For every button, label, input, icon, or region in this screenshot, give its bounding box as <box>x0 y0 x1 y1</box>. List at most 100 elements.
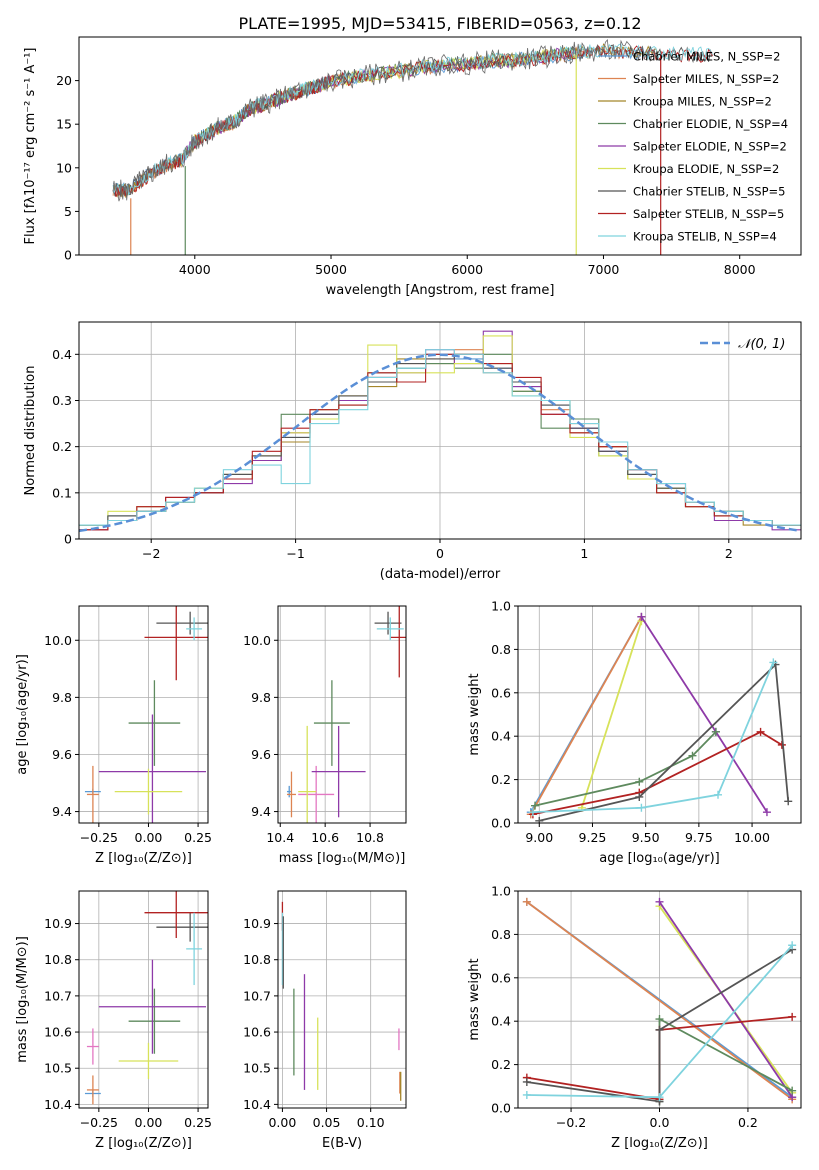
model-spectrum-line <box>180 47 577 164</box>
y-tick-label: 10.6 <box>243 1025 271 1040</box>
x-tick-label: 0.00 <box>135 1115 163 1130</box>
x-tick-label: 9.25 <box>579 830 607 845</box>
weight-marker <box>635 777 644 786</box>
y-tick-label: 0.6 <box>491 970 511 985</box>
x-tick-label: 0.0 <box>650 1115 670 1130</box>
legend-label: Chabrier STELIB, N_SSP=5 <box>633 185 785 199</box>
legend: Chabrier MILES, N_SSP=2 Salpeter MILES, N… <box>598 50 788 244</box>
y-tick-label: 0.0 <box>491 1101 511 1116</box>
x-tick-label: 2 <box>725 546 733 561</box>
x-tick-label: 9.75 <box>685 830 713 845</box>
x-axis-label: E(B-V) <box>322 1136 362 1151</box>
plot-area <box>526 612 793 823</box>
model-spectrum-line <box>180 45 577 164</box>
y-tick-label: 0.2 <box>491 772 511 787</box>
weight-marker <box>655 1093 664 1102</box>
weight-marker <box>528 808 537 817</box>
x-tick-label: 4000 <box>179 262 211 277</box>
observed-spectrum-line <box>112 38 659 202</box>
y-tick-label: 0.1 <box>52 485 72 500</box>
x-axis-label: (data-model)/error <box>380 567 501 582</box>
y-tick-label: 1.0 <box>491 884 511 899</box>
plot-area <box>84 606 208 823</box>
legend-label: Salpeter MILES, N_SSP=2 <box>633 72 779 86</box>
y-tick-label: 0.4 <box>491 729 511 744</box>
x-tick-label: 0 <box>436 546 444 561</box>
legend-label: Salpeter ELODIE, N_SSP=2 <box>633 140 787 154</box>
x-axis-label: Z [log₁₀(Z/Z⊙)] <box>95 851 192 866</box>
axes-frame <box>78 890 209 1109</box>
panel-z-age: −0.25 0.00 0.25 9.4 9.6 9.8 10.0 Z [log₁₀(Z/Z⊙)… <box>15 605 212 866</box>
y-tick-label: 10 <box>56 160 72 175</box>
x-tick-label: 0.25 <box>184 1115 212 1130</box>
legend-label: Kroupa MILES, N_SSP=2 <box>633 95 772 109</box>
weight-marker <box>522 1090 531 1099</box>
legend-label: Chabrier MILES, N_SSP=2 <box>633 50 780 64</box>
x-tick-label: −0.25 <box>80 830 118 845</box>
weight-marker <box>788 1086 797 1095</box>
x-tick-label: 0.00 <box>135 830 163 845</box>
weight-marker <box>522 897 531 906</box>
legend-label: Chabrier ELODIE, N_SSP=4 <box>633 117 788 131</box>
legend: 𝒩(0, 1) <box>700 337 785 352</box>
x-tick-label: −1 <box>286 546 304 561</box>
weight-line <box>526 948 793 1103</box>
plot-area <box>286 606 406 823</box>
y-axis-label: age [log₁₀(age/yr)] <box>15 654 30 775</box>
y-tick-label: 20 <box>56 73 72 88</box>
y-tick-label: 0.6 <box>491 685 511 700</box>
plot-area <box>79 330 801 533</box>
y-axis-label: mass weight <box>467 673 482 755</box>
legend-label: Salpeter STELIB, N_SSP=5 <box>633 207 784 221</box>
weight-marker <box>655 1025 664 1034</box>
x-tick-label: 10.00 <box>734 830 770 845</box>
weight-line <box>534 731 717 807</box>
y-tick-label: 10.8 <box>243 952 271 967</box>
plot-area <box>522 897 797 1106</box>
weight-marker <box>635 792 644 801</box>
y-tick-label: 0.8 <box>491 642 511 657</box>
weight-line <box>532 730 783 816</box>
y-tick-label: 10.9 <box>243 916 271 931</box>
x-tick-label: −0.2 <box>556 1115 586 1130</box>
x-tick-label: 0.25 <box>184 830 212 845</box>
y-tick-label: 0.4 <box>52 347 72 362</box>
panel-mass-age: 10.4 10.6 10.8 9.4 9.6 9.8 10.0 mass [log₁₀(M/M… <box>243 605 407 866</box>
y-tick-label: 10.0 <box>44 633 72 648</box>
y-axis-label: mass weight <box>467 958 482 1040</box>
y-axis-label: Flux [fλ10⁻¹⁷ erg cm⁻² s⁻¹ A⁻¹] <box>23 48 38 245</box>
y-tick-label: 9.8 <box>52 690 72 705</box>
y-tick-label: 9.8 <box>251 690 271 705</box>
plot-area <box>84 891 208 1105</box>
y-tick-label: 10.7 <box>243 988 271 1003</box>
x-tick-label: 6000 <box>451 262 483 277</box>
x-axis-label: Z [log₁₀(Z/Z⊙)] <box>95 1136 192 1151</box>
weight-marker <box>756 727 765 736</box>
x-tick-label: 10.8 <box>356 830 384 845</box>
weight-line <box>658 901 793 1098</box>
x-tick-label: 5000 <box>315 262 347 277</box>
plot-area <box>281 901 402 1101</box>
panel-residuals: 𝒩(0, 1) −2 −1 0 1 2 0 0.1 0.2 0.3 0.4 (data-model)/… <box>23 321 802 582</box>
y-tick-label: 0.4 <box>491 1014 511 1029</box>
weight-marker <box>522 1077 531 1086</box>
x-tick-label: 8000 <box>724 262 756 277</box>
y-tick-label: 10.0 <box>243 633 271 648</box>
x-tick-label: 0.2 <box>738 1115 758 1130</box>
weight-line <box>580 620 643 809</box>
axes-frame <box>78 36 802 256</box>
y-tick-label: 15 <box>56 117 72 132</box>
weight-marker <box>655 1015 664 1024</box>
y-tick-label: 10.4 <box>44 1097 72 1112</box>
weight-line <box>532 662 775 813</box>
weight-marker <box>714 790 723 799</box>
weight-marker <box>769 658 778 667</box>
y-tick-label: 0.2 <box>52 439 72 454</box>
panel-spectrum: 4000 5000 6000 7000 8000 0 5 10 15 20 wavelength [… <box>23 36 802 298</box>
y-tick-label: 1.0 <box>491 599 511 614</box>
x-tick-label: −0.25 <box>80 1115 118 1130</box>
axes-frame <box>277 890 407 1109</box>
figure-title: PLATE=1995, MJD=53415, FIBERID=0563, z=0… <box>238 14 641 33</box>
weight-marker <box>788 1012 797 1021</box>
y-tick-label: 5 <box>64 204 72 219</box>
